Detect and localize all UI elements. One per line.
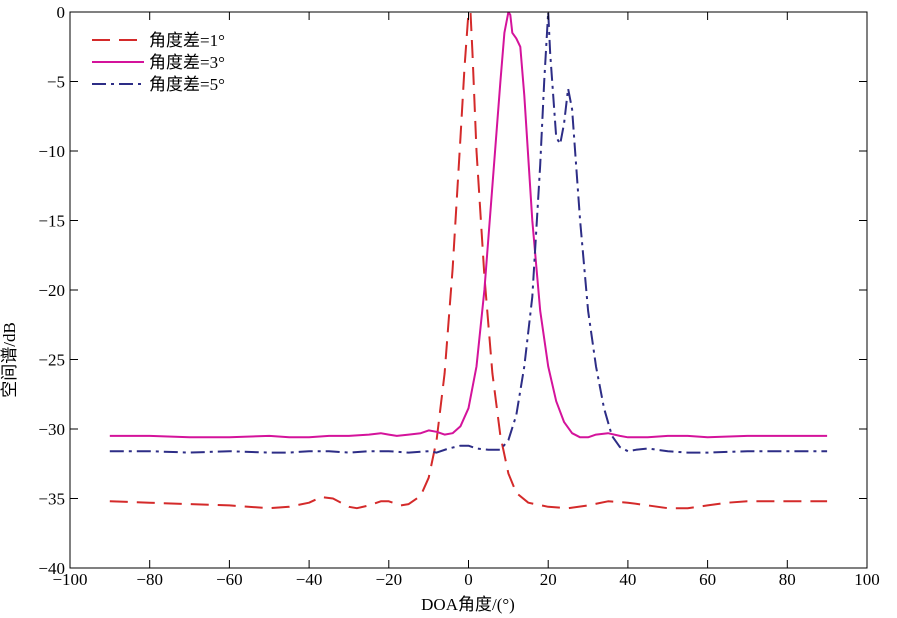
x-axis-ticks: −100 −80 −60 −40 −20 0 20 40 60 80 100 <box>52 12 880 589</box>
x-tick-label: 60 <box>699 570 716 589</box>
y-tick-label: −15 <box>38 212 65 231</box>
y-tick-label: −10 <box>38 142 65 161</box>
y-tick-label: −35 <box>38 490 65 509</box>
x-tick-label: −100 <box>52 570 87 589</box>
legend-label-1: 角度差=1° <box>149 31 225 50</box>
x-tick-label: −80 <box>136 570 163 589</box>
x-tick-label: 40 <box>619 570 636 589</box>
x-tick-label: 20 <box>540 570 557 589</box>
y-tick-label: −20 <box>38 281 65 300</box>
x-tick-label: 0 <box>464 570 473 589</box>
y-tick-label: −40 <box>38 559 65 578</box>
x-tick-label: −40 <box>296 570 323 589</box>
y-tick-label: −30 <box>38 420 65 439</box>
y-tick-label: −5 <box>47 73 65 92</box>
series-line-1 <box>109 12 828 510</box>
x-tick-label: 100 <box>854 570 880 589</box>
x-tick-label: 80 <box>779 570 796 589</box>
x-tick-label: −20 <box>376 570 403 589</box>
series-line-2 <box>109 12 828 439</box>
x-tick-label: −60 <box>216 570 243 589</box>
y-axis-title: 空间谱/dB <box>0 322 19 398</box>
series-layer <box>109 12 828 510</box>
plot-area <box>70 12 867 568</box>
legend: 角度差=1° 角度差=3° 角度差=5° <box>92 31 225 94</box>
y-axis-ticks: 0 −5 −10 −15 −20 −25 −30 −35 −40 <box>38 3 867 578</box>
series-line-3 <box>109 12 828 454</box>
legend-label-3: 角度差=5° <box>149 75 225 94</box>
legend-label-2: 角度差=3° <box>149 53 225 72</box>
y-tick-label: 0 <box>57 3 66 22</box>
y-tick-label: −25 <box>38 351 65 370</box>
x-axis-title: DOA角度/(°) <box>421 595 515 614</box>
